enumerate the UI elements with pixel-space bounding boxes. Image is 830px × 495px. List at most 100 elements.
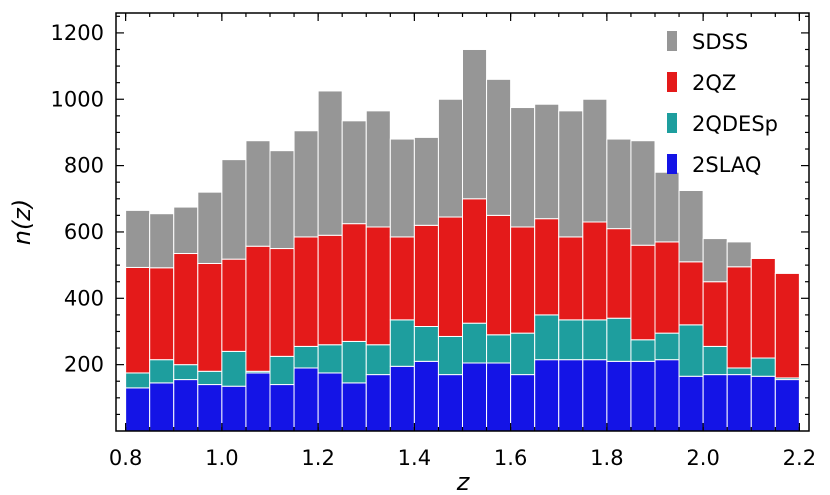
x-tick-label: 1.6 bbox=[494, 446, 527, 470]
bar-sdss-8 bbox=[317, 90, 343, 236]
bar-sdss-16 bbox=[510, 107, 536, 228]
bar-2slaq-21 bbox=[630, 360, 656, 432]
plot-frame bbox=[115, 12, 810, 432]
y-tick-label: 1000 bbox=[51, 87, 104, 111]
bar-2qdesp-23 bbox=[678, 324, 704, 377]
bar-2slaq-15 bbox=[486, 362, 512, 432]
y-tick-label: 200 bbox=[64, 353, 104, 377]
bar-2slaq-2 bbox=[173, 379, 199, 432]
x-tick-label: 2.0 bbox=[686, 446, 719, 470]
bar-2qz-17 bbox=[534, 218, 560, 316]
y-axis-label: n(z) bbox=[8, 199, 36, 246]
y-tick-label: 800 bbox=[64, 154, 104, 178]
bar-2slaq-22 bbox=[654, 359, 680, 432]
legend-label-2qz: 2QZ bbox=[692, 71, 736, 95]
bar-sdss-10 bbox=[365, 110, 391, 228]
y-tick-label: 1200 bbox=[51, 21, 104, 45]
bar-2slaq-6 bbox=[269, 384, 295, 432]
bar-sdss-7 bbox=[293, 130, 319, 238]
bar-2qdesp-15 bbox=[486, 334, 512, 364]
bar-2qdesp-6 bbox=[269, 355, 295, 386]
bar-2qdesp-16 bbox=[510, 332, 536, 376]
bar-2qz-22 bbox=[654, 241, 680, 334]
y-tick-label: 600 bbox=[64, 220, 104, 244]
bar-2slaq-13 bbox=[437, 374, 463, 432]
bar-2slaq-9 bbox=[341, 382, 367, 432]
bar-2slaq-24 bbox=[702, 374, 728, 432]
bar-2slaq-16 bbox=[510, 374, 536, 432]
bar-2qdesp-10 bbox=[365, 344, 391, 376]
bar-2qdesp-19 bbox=[582, 319, 608, 361]
bar-sdss-1 bbox=[149, 213, 175, 269]
bar-sdss-2 bbox=[173, 206, 199, 255]
bar-sdss-3 bbox=[197, 191, 223, 264]
x-tick-label: 1.4 bbox=[398, 446, 431, 470]
bar-2qz-5 bbox=[245, 245, 271, 372]
bar-2qz-10 bbox=[365, 226, 391, 346]
bar-2slaq-23 bbox=[678, 375, 704, 432]
bar-2slaq-11 bbox=[389, 365, 415, 432]
bar-2slaq-14 bbox=[462, 362, 488, 432]
bar-2qdesp-24 bbox=[702, 345, 728, 376]
bar-2slaq-3 bbox=[197, 384, 223, 432]
bar-2qz-6 bbox=[269, 248, 295, 357]
bar-2qz-14 bbox=[462, 198, 488, 324]
bar-2qz-15 bbox=[486, 214, 512, 336]
bar-2qz-26 bbox=[750, 257, 776, 359]
bar-2slaq-5 bbox=[245, 372, 271, 432]
bar-2slaq-7 bbox=[293, 367, 319, 432]
legend-swatch-2qdesp bbox=[667, 113, 677, 133]
bar-2qdesp-17 bbox=[534, 314, 560, 361]
bar-2qdesp-14 bbox=[462, 322, 488, 364]
bar-sdss-13 bbox=[437, 98, 463, 218]
bar-2qdesp-21 bbox=[630, 339, 656, 362]
bar-2qz-11 bbox=[389, 236, 415, 321]
bar-sdss-20 bbox=[606, 138, 632, 230]
bar-2qz-24 bbox=[702, 281, 728, 347]
bar-sdss-22 bbox=[654, 171, 680, 243]
tick-labels: 0.8 1.0 1.2 1.4 1.6 1.8 2.0 2.2 200 400 600 800 1000… bbox=[51, 21, 817, 470]
x-tick-label: 1.2 bbox=[301, 446, 334, 470]
bar-sdss-6 bbox=[269, 150, 295, 250]
y-tick-label: 400 bbox=[64, 286, 104, 310]
bar-2qdesp-26 bbox=[750, 357, 776, 377]
legend-label-sdss: SDSS bbox=[692, 30, 748, 54]
x-axis-label: z bbox=[456, 468, 471, 495]
bar-2qz-12 bbox=[413, 224, 439, 327]
bar-2qdesp-25 bbox=[726, 367, 752, 376]
bar-2qdesp-22 bbox=[654, 332, 680, 361]
bar-2qdesp-12 bbox=[413, 326, 439, 362]
bar-sdss-5 bbox=[245, 140, 271, 247]
bar-2qdesp-4 bbox=[221, 350, 247, 387]
bar-2slaq-0 bbox=[125, 387, 151, 432]
bar-2qdesp-18 bbox=[558, 319, 584, 361]
bar-sdss-4 bbox=[221, 159, 247, 260]
x-tick-label: 0.8 bbox=[109, 446, 142, 470]
bar-2slaq-4 bbox=[221, 385, 247, 432]
x-tick-label: 1.0 bbox=[205, 446, 238, 470]
bar-sdss-9 bbox=[341, 120, 367, 225]
legend-swatch-2qz bbox=[667, 72, 677, 92]
bar-2qz-13 bbox=[437, 216, 463, 337]
bar-2qz-9 bbox=[341, 223, 367, 342]
bar-2qdesp-20 bbox=[606, 317, 632, 362]
bar-2qz-8 bbox=[317, 234, 343, 346]
legend: SDSS 2QZ 2QDESp 2SLAQ bbox=[667, 30, 778, 177]
bar-sdss-18 bbox=[558, 110, 584, 238]
bar-2qdesp-9 bbox=[341, 340, 367, 384]
bar-sdss-25 bbox=[726, 241, 752, 268]
bar-2qdesp-0 bbox=[125, 372, 151, 389]
bar-2qz-16 bbox=[510, 226, 536, 334]
bar-2qz-23 bbox=[678, 261, 704, 326]
histogram-bars bbox=[125, 48, 800, 432]
bar-2qz-21 bbox=[630, 244, 656, 341]
bar-2qz-1 bbox=[149, 267, 175, 361]
bar-2qdesp-2 bbox=[173, 364, 199, 381]
bar-sdss-17 bbox=[534, 103, 560, 220]
bar-2slaq-27 bbox=[774, 379, 800, 432]
bar-2slaq-8 bbox=[317, 372, 343, 432]
bar-sdss-14 bbox=[462, 48, 488, 200]
bar-2qz-25 bbox=[726, 266, 752, 369]
bar-sdss-12 bbox=[413, 136, 439, 226]
